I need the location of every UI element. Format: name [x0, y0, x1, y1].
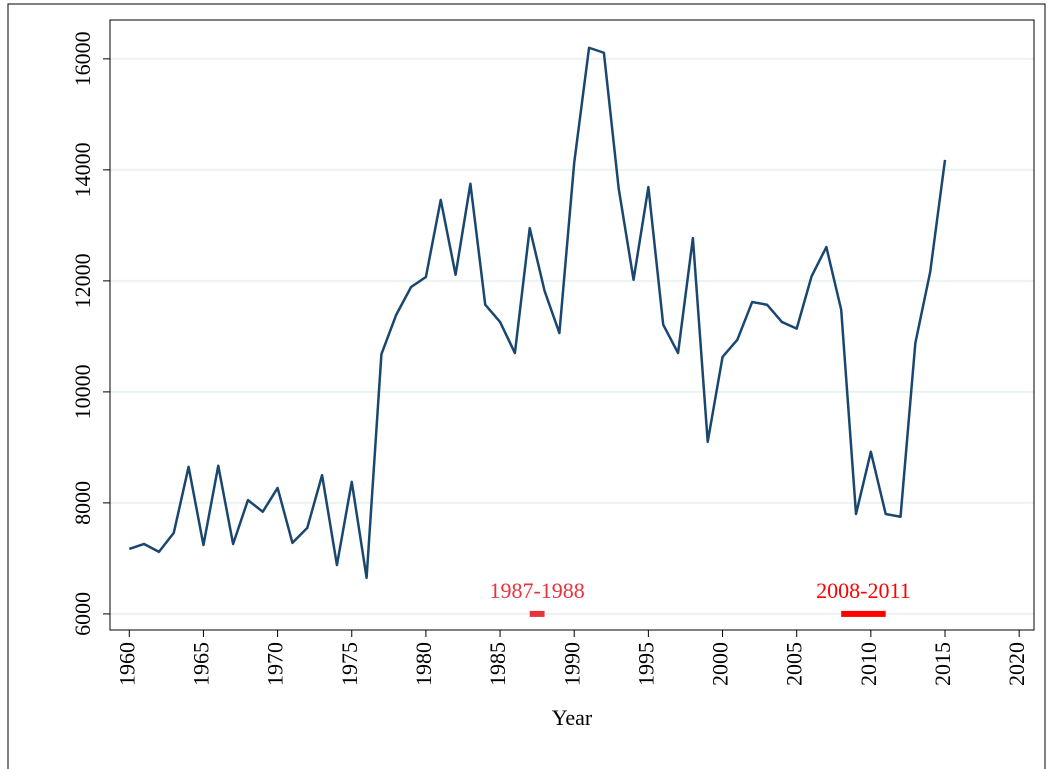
y-tick-label: 16000 — [70, 31, 95, 86]
outer-frame — [7, 3, 1046, 769]
x-tick-label: 1960 — [114, 642, 139, 686]
x-tick-label: 2000 — [708, 642, 733, 686]
x-tick-label: 1980 — [411, 642, 436, 686]
plot-frame — [109, 19, 1035, 631]
x-tick-label: 1975 — [337, 642, 362, 686]
y-tick-label: 10000 — [70, 364, 95, 419]
y-tick-label: 8000 — [70, 481, 95, 525]
x-tick-label: 1990 — [559, 642, 584, 686]
y-tick-label: 12000 — [70, 253, 95, 308]
x-tick-label: 1970 — [263, 642, 288, 686]
x-axis-label: Year — [552, 705, 593, 730]
period-bar — [529, 610, 545, 617]
period-bar — [841, 610, 886, 617]
period-label: 2008-2011 — [816, 578, 911, 603]
y-tick-label: 6000 — [70, 592, 95, 636]
data-line — [128, 46, 947, 580]
x-tick-label: 1965 — [188, 642, 213, 686]
x-tick-label: 1985 — [485, 642, 510, 686]
y-tick-label: 14000 — [70, 142, 95, 197]
x-tick-label: 2010 — [856, 642, 881, 686]
x-tick-label: 1995 — [633, 642, 658, 686]
x-tick-label: 2015 — [930, 642, 955, 686]
x-tick-label: 2005 — [782, 642, 807, 686]
x-tick-label: 2020 — [1004, 642, 1029, 686]
period-label: 1987-1988 — [489, 578, 584, 603]
